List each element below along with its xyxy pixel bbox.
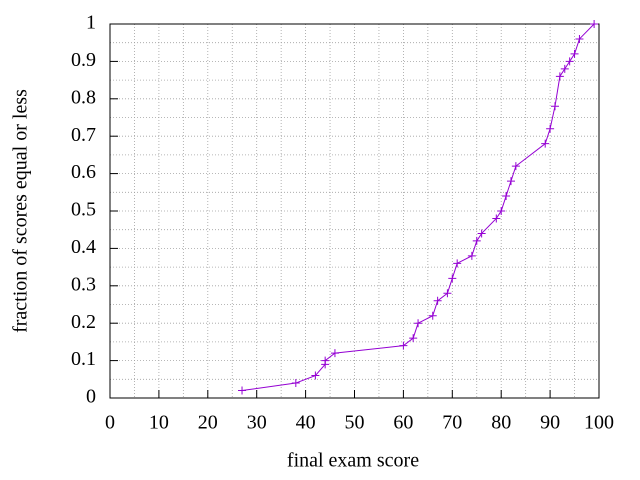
data-point [409, 334, 418, 343]
data-point [453, 259, 462, 268]
data-point [550, 102, 559, 111]
y-tick-label: 0 [86, 386, 96, 408]
data-point [506, 177, 515, 186]
data-point [311, 371, 320, 380]
data-point [238, 386, 247, 395]
y-tick-label: 0.1 [71, 348, 96, 370]
data-point [477, 229, 486, 238]
data-point [448, 274, 457, 283]
x-axis-label: final exam score [287, 450, 419, 472]
data-point [443, 289, 452, 298]
y-tick-label: 0.9 [71, 49, 96, 71]
x-tick-label: 40 [296, 412, 316, 434]
data-point [570, 49, 579, 58]
data-point [541, 139, 550, 148]
data-point [433, 296, 442, 305]
x-tick-label: 30 [247, 412, 267, 434]
y-axis-label: fraction of scores equal or less [10, 89, 32, 333]
y-tick-label: 0.2 [71, 311, 96, 333]
data-point [560, 64, 569, 73]
x-tick-label: 20 [198, 412, 218, 434]
x-tick-label: 90 [540, 412, 560, 434]
data-point [492, 214, 501, 223]
y-tick-label: 0.6 [71, 161, 96, 183]
data-point [511, 162, 520, 171]
y-tick-label: 0.7 [71, 124, 96, 146]
data-point [399, 341, 408, 350]
data-point [546, 124, 555, 133]
data-point [414, 319, 423, 328]
x-tick-label: 80 [491, 412, 511, 434]
data-point [497, 207, 506, 215]
data-point [565, 57, 574, 66]
y-tick-label: 0.4 [71, 236, 96, 258]
data-point [575, 34, 584, 43]
data-point [555, 72, 564, 81]
x-tick-label: 60 [393, 412, 413, 434]
x-tick-label: 10 [149, 412, 169, 434]
data-point [467, 251, 476, 260]
data-point [321, 356, 330, 365]
x-tick-label: 0 [105, 412, 115, 434]
y-tick-label: 0.5 [71, 199, 96, 221]
data-point [590, 20, 599, 28]
data-point [428, 311, 437, 320]
data-point [502, 192, 511, 201]
y-tick-label: 1 [86, 12, 96, 34]
y-tick-label: 0.8 [71, 86, 96, 108]
x-tick-label: 50 [345, 412, 365, 434]
x-tick-label: 100 [584, 412, 614, 434]
plot-frame [109, 23, 600, 399]
y-tick-label: 0.3 [71, 273, 96, 295]
data-point [330, 349, 339, 358]
data-point [472, 236, 481, 245]
data-point [291, 379, 300, 388]
x-tick-label: 70 [442, 412, 462, 434]
data-line [241, 23, 595, 392]
